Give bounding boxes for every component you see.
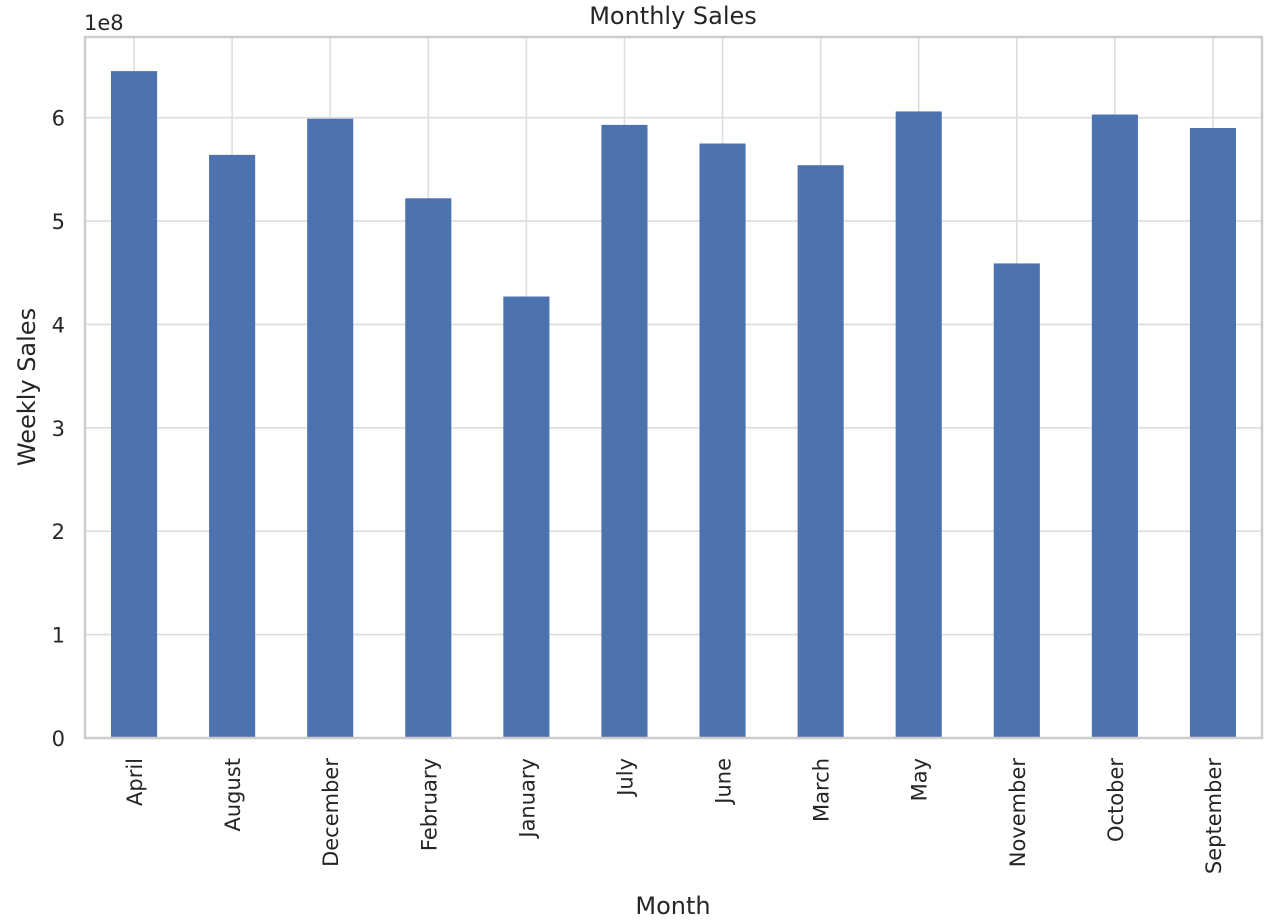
y-offset-label: 1e8 xyxy=(84,11,124,35)
bar-may xyxy=(895,111,942,738)
x-tick-label: August xyxy=(221,758,245,832)
x-tick-label: May xyxy=(908,758,932,801)
grid-layer xyxy=(85,37,1262,739)
bar-june xyxy=(699,143,746,739)
x-tick-labels: April August December February January July Ju… xyxy=(123,758,1226,874)
bar-december xyxy=(307,118,354,739)
bars-layer xyxy=(110,71,1237,739)
chart-title: Monthly Sales xyxy=(589,2,757,30)
x-tick-label: December xyxy=(319,758,343,867)
y-tick-label: 5 xyxy=(52,210,65,234)
y-tick-label: 2 xyxy=(52,520,65,544)
plot-frame xyxy=(83,35,1264,740)
x-tick-label: September xyxy=(1202,758,1226,874)
bar-february xyxy=(405,198,452,738)
bar-july xyxy=(601,124,648,738)
bar-january xyxy=(503,296,550,738)
x-axis-title: Month xyxy=(635,892,710,920)
y-axis-title: Weekly Sales xyxy=(13,308,41,466)
bar-october xyxy=(1091,114,1138,738)
y-tick-label: 4 xyxy=(52,313,65,337)
x-tick-label: June xyxy=(712,758,736,806)
x-tick-label: February xyxy=(417,758,441,851)
x-tick-label: November xyxy=(1006,758,1030,868)
bar-august xyxy=(209,154,256,739)
bar-november xyxy=(993,263,1040,738)
x-tick-label: January xyxy=(515,758,539,840)
bar-march xyxy=(797,165,844,739)
x-tick-label: October xyxy=(1104,758,1128,842)
y-tick-label: 6 xyxy=(52,107,65,131)
bar-september xyxy=(1189,127,1237,739)
x-tick-label: April xyxy=(123,758,147,806)
y-tick-label: 1 xyxy=(52,624,65,648)
x-tick-label: July xyxy=(613,758,637,798)
y-tick-label: 3 xyxy=(52,417,65,441)
y-tick-label: 0 xyxy=(52,727,65,751)
x-tick-label: March xyxy=(810,758,834,822)
y-tick-labels: 0 1 2 3 4 5 6 xyxy=(52,107,65,751)
bar-april xyxy=(110,71,158,739)
